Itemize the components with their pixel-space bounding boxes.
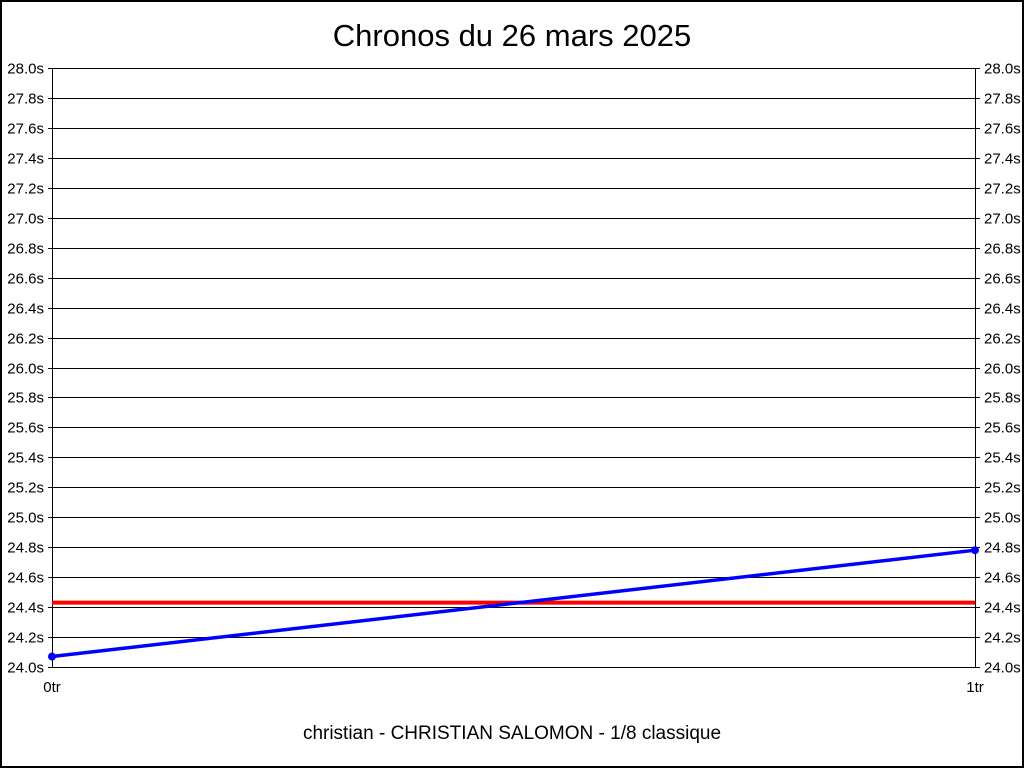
y-tick-label-right: 28.0s <box>984 61 1021 78</box>
y-tick-label-left: 24.6s <box>7 570 44 587</box>
y-tick-label-left: 27.0s <box>7 211 44 228</box>
y-tick-label-left: 26.6s <box>7 271 44 288</box>
y-tick-label-left: 26.2s <box>7 331 44 348</box>
y-tick-label-right: 27.0s <box>984 211 1021 228</box>
y-tick-label-left: 27.4s <box>7 151 44 168</box>
y-tick-label-right: 27.6s <box>984 121 1021 138</box>
data-line <box>50 548 977 659</box>
y-tick-label-left: 25.4s <box>7 450 44 467</box>
y-tick-label-left: 27.8s <box>7 91 44 108</box>
y-tick-label-right: 25.2s <box>984 480 1021 497</box>
x-tick-label: 0tr <box>43 679 61 696</box>
y-tick-label-right: 24.0s <box>984 660 1021 677</box>
y-tick-label-right: 27.2s <box>984 181 1021 198</box>
y-tick-label-right: 26.4s <box>984 301 1021 318</box>
y-tick-label-right: 27.4s <box>984 151 1021 168</box>
y-tick-label-right: 24.6s <box>984 570 1021 587</box>
y-tick-label-left: 25.6s <box>7 420 44 437</box>
y-tick-label-left: 25.0s <box>7 510 44 527</box>
chart-footer: christian - CHRISTIAN SALOMON - 1/8 clas… <box>302 723 722 744</box>
y-tick-label-right: 26.8s <box>984 241 1021 258</box>
y-tick-label-right: 24.8s <box>984 540 1021 557</box>
y-tick-label-left: 24.0s <box>7 660 44 677</box>
y-tick-label-left: 24.2s <box>7 630 44 647</box>
y-tick-label-left: 26.0s <box>7 361 44 378</box>
y-tick-label-left: 28.0s <box>7 61 44 78</box>
plot-frame <box>52 68 976 668</box>
y-tick-label-right: 24.4s <box>984 600 1021 617</box>
chart-title: Chronos du 26 mars 2025 <box>332 18 692 53</box>
y-tick-label-right: 25.8s <box>984 390 1021 407</box>
y-tick-label-right: 25.0s <box>984 510 1021 527</box>
data-point-marker <box>48 652 56 661</box>
y-tick-label-right: 25.4s <box>984 450 1021 467</box>
y-tick-label-left: 25.8s <box>7 390 44 407</box>
y-tick-label-left: 24.8s <box>7 540 44 557</box>
y-tick-label-right: 26.0s <box>984 361 1021 378</box>
y-tick-label-right: 25.6s <box>984 420 1021 437</box>
y-tick-label-left: 26.8s <box>7 241 44 258</box>
y-tick-label-left: 27.2s <box>7 181 44 198</box>
y-tick-label-left: 27.6s <box>7 121 44 138</box>
y-tick-label-right: 24.2s <box>984 630 1021 647</box>
x-tick-label: 1tr <box>966 679 984 696</box>
y-tick-label-right: 27.8s <box>984 91 1021 108</box>
y-tick-label-left: 24.4s <box>7 600 44 617</box>
y-tick-label-left: 26.4s <box>7 301 44 318</box>
y-tick-label-right: 26.6s <box>984 271 1021 288</box>
data-point-marker <box>971 546 979 555</box>
y-tick-label-right: 26.2s <box>984 331 1021 348</box>
y-tick-label-left: 25.2s <box>7 480 44 497</box>
